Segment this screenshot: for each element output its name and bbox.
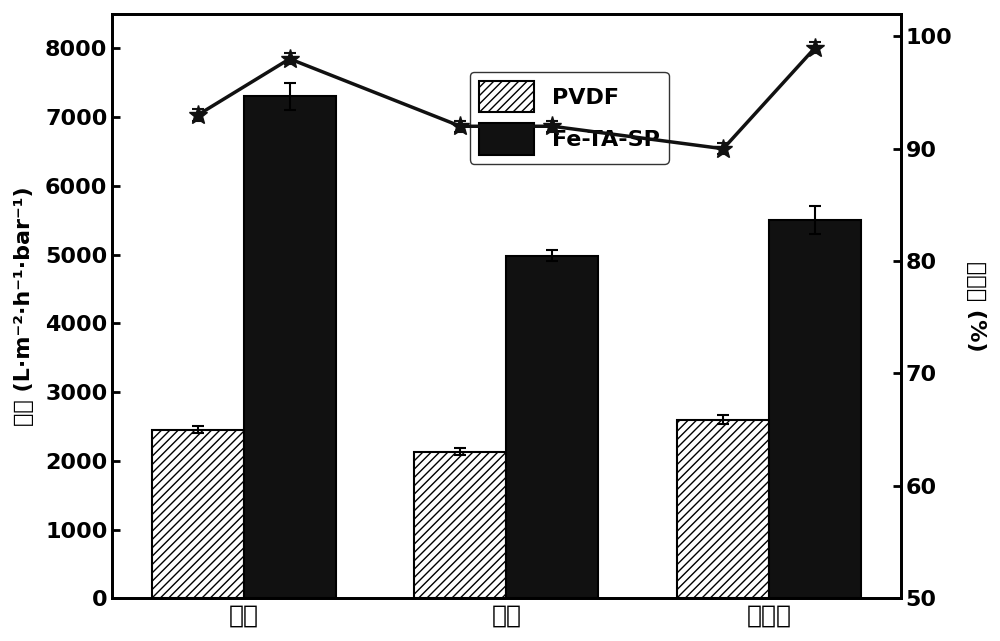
Bar	[506, 256, 598, 598]
Y-axis label: 通量 (L·m⁻²·h⁻¹·bar⁻¹): 通量 (L·m⁻²·h⁻¹·bar⁻¹)	[14, 187, 34, 426]
Bar	[769, 220, 861, 598]
Y-axis label: 截留率 (%): 截留率 (%)	[966, 261, 986, 351]
Bar	[414, 452, 506, 598]
Bar	[677, 419, 769, 598]
Bar	[244, 96, 336, 598]
Legend: PVDF, Fe-TA-SP: PVDF, Fe-TA-SP	[470, 72, 669, 163]
Bar	[152, 430, 244, 598]
